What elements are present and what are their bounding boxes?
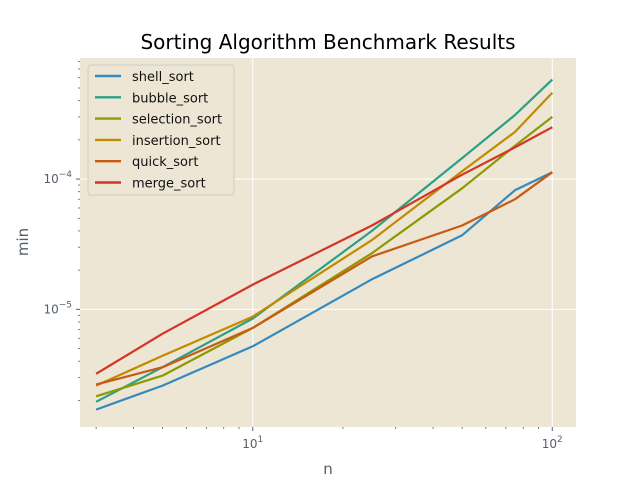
x-tick-label: 101 xyxy=(242,435,263,451)
series-line-shell_sort xyxy=(95,171,553,411)
legend-label-merge_sort: merge_sort xyxy=(132,177,206,192)
y-tick-label: 10−4 xyxy=(43,170,72,186)
series-line-quick_sort xyxy=(95,171,553,386)
tick-labels: 101 102 10−5 10−4 xyxy=(43,170,562,451)
y-tick-label: 10−5 xyxy=(43,300,72,316)
legend-label-insertion_sort: insertion_sort xyxy=(132,134,221,149)
y-axis-label: min xyxy=(14,228,32,256)
x-axis-label: n xyxy=(323,460,333,478)
legend-label-bubble_sort: bubble_sort xyxy=(132,91,208,106)
x-tick-label: 102 xyxy=(542,435,563,451)
series-lines xyxy=(95,78,554,411)
series-line-merge_sort xyxy=(95,126,553,375)
series-line-selection_sort xyxy=(95,116,553,398)
legend-label-selection_sort: selection_sort xyxy=(132,113,222,128)
legend-label-shell_sort: shell_sort xyxy=(132,70,194,85)
minor-ticks xyxy=(78,61,539,429)
chart-title: Sorting Algorithm Benchmark Results xyxy=(140,30,515,54)
legend-box xyxy=(87,64,235,196)
series-line-insertion_sort xyxy=(95,91,554,387)
legend-label-quick_sort: quick_sort xyxy=(132,155,198,170)
legend: shell_sort bubble_sort selection_sortinser… xyxy=(87,64,235,196)
legend-items: shell_sort bubble_sort selection_sortinser… xyxy=(95,70,222,192)
